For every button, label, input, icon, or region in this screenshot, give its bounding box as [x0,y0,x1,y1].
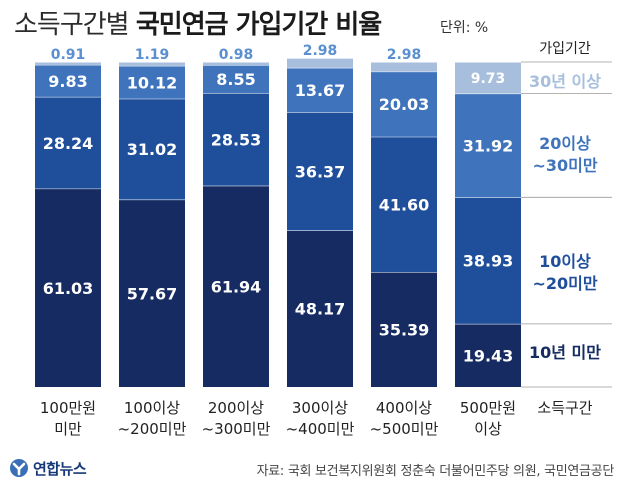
legend-label: 10년 미만 [529,343,601,362]
bar-segment [119,98,185,200]
bar-segment [203,65,269,93]
x-tick-label: 300이상 ~400미만 [286,399,355,438]
bar-segment [119,62,185,66]
data-label: 19.43 [463,346,514,365]
data-label: 35.39 [379,320,430,339]
chart-title: 소득구간별 국민연금 가입기간 비율 [14,4,382,41]
title-light: 소득구간별 [14,10,130,40]
bar-segment [455,323,521,387]
data-label: 36.37 [295,162,346,181]
data-label: 57.67 [127,284,178,303]
x-axis-title: 소득구간 [537,399,592,417]
data-label: 31.02 [127,140,178,159]
bar-segment [287,230,353,387]
data-label: 61.94 [211,277,262,296]
bar-segment [287,58,353,68]
bar-segment [455,197,521,324]
data-label: 31.92 [463,136,514,155]
title-bold: 국민연금 가입기간 비율 [135,10,382,40]
x-tick-label: 200이상 ~300미만 [202,399,271,438]
bar-segment [35,61,101,65]
data-label: 20.03 [379,95,430,114]
bar-segment [371,62,437,72]
x-tick-label: 400이상 ~500미만 [370,399,439,438]
legend-label: 20이상 ~30미만 [532,134,597,175]
bar-segment [287,67,353,113]
bar-segment [371,136,437,272]
data-label: 48.17 [295,300,346,319]
data-label: 28.53 [211,130,262,149]
data-label: 9.83 [48,72,87,91]
data-label: 61.03 [43,279,94,298]
source-note: 자료: 국회 보건복지위원회 정춘숙 더불어민주당 의원, 국민연금공단 [256,464,615,479]
bar-segment [455,93,521,198]
legend-title: 가입기간 [539,41,591,57]
bar-segment [35,96,101,189]
bar-segment [35,64,101,97]
x-tick-label: 100이상 ~200미만 [118,399,187,438]
bar-segment [203,185,269,387]
bar-segment [203,92,269,186]
unit-label: 단위: % [440,20,489,36]
logo-text: 연합뉴스 [33,459,87,478]
bar-segment [35,188,101,387]
data-label: 2.98 [387,47,422,63]
legend-label: 10이상 ~20미만 [532,252,597,293]
x-tick-label: 500만원 이상 [460,399,516,438]
data-label: 28.24 [43,134,94,153]
bar-segment [119,65,185,99]
yonhap-logo-icon [10,459,28,477]
legend-label: 30년 이상 [529,72,601,91]
data-label: 9.73 [471,71,506,87]
data-label: 41.60 [379,195,430,214]
data-label: 1.19 [135,47,170,63]
bar-segment [119,199,185,387]
data-label: 38.93 [463,252,514,271]
data-label: 13.67 [295,81,346,100]
data-label: 2.98 [303,43,338,59]
data-label: 0.98 [219,47,254,63]
bar-segment [203,62,269,66]
bar-segment [455,61,521,94]
data-label: 0.91 [51,47,86,63]
data-label: 10.12 [127,73,178,92]
bar-segment [371,271,437,387]
bar-segment [371,71,437,137]
data-label: 8.55 [216,70,255,89]
logo: 연합뉴스 [8,456,87,480]
bar-segment [287,112,353,231]
x-tick-label: 100만원 미만 [40,399,96,438]
